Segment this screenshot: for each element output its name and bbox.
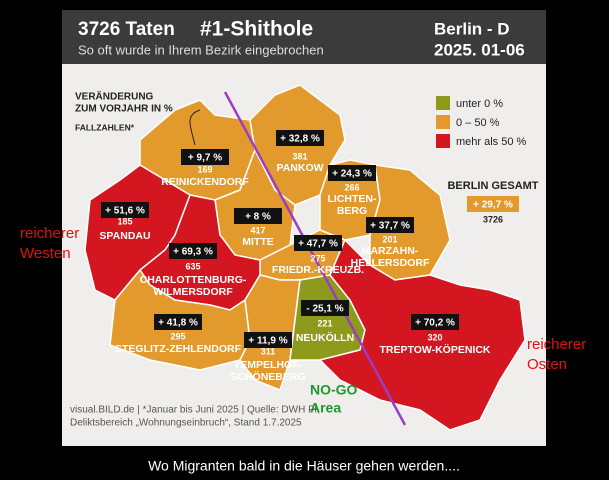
case-count: 275 xyxy=(310,253,325,263)
change-box xyxy=(294,235,342,251)
district-name: LICHTEN- xyxy=(328,193,377,205)
legend-swatch xyxy=(436,96,450,110)
case-count: 635 xyxy=(185,261,200,271)
case-count: 185 xyxy=(117,216,132,226)
source: Deliktsbereich „Wohnungseinbruch“, Stand… xyxy=(70,418,302,429)
case-count: 201 xyxy=(382,234,397,244)
district-name: TREPTOW-KÖPENICK xyxy=(379,343,490,356)
total-label: BERLIN GESAMT xyxy=(447,180,538,192)
district-name: HELLERSDORF xyxy=(351,257,430,269)
change-box xyxy=(154,314,202,330)
change-label: + 11,9 % xyxy=(248,336,287,347)
change-box xyxy=(366,217,414,233)
labels: + 9,7 %169 REINICKENDORF + 32,8 % 381PANKOW… xyxy=(20,90,586,416)
header-subtitle: So oft wurde in Ihrem Bezirk eingebroche… xyxy=(78,42,324,57)
change-box xyxy=(234,208,282,224)
header-period: 2025. 01-06 xyxy=(434,40,525,59)
change-box xyxy=(276,130,324,146)
case-count: 169 xyxy=(197,164,212,174)
header-count: 3726 Taten xyxy=(78,19,175,40)
total-change: + 29,7 % xyxy=(473,200,513,211)
district-area xyxy=(318,238,526,431)
total-count: 3726 xyxy=(483,214,503,224)
side-note: Westen xyxy=(20,245,71,262)
annotation: FALLZAHLEN* xyxy=(75,122,135,132)
legend-swatch xyxy=(436,115,450,129)
case-count: 221 xyxy=(317,318,332,328)
district-name: REINICKENDORF xyxy=(161,176,249,188)
header-place: Berlin - D xyxy=(434,19,510,38)
case-count: 417 xyxy=(250,225,265,235)
district-name: WILMERSDORF xyxy=(153,286,233,298)
district-name: CHARLOTTENBURG- xyxy=(140,274,247,286)
district-name: NEUKÖLLN xyxy=(296,331,354,344)
change-box xyxy=(244,332,292,348)
district-name: TEMPELHOF- xyxy=(234,359,303,371)
change-label: + 9,7 % xyxy=(188,153,222,164)
district-name: STEGLITZ-ZEHLENDORF xyxy=(115,343,242,355)
legend-label: mehr als 50 % xyxy=(456,136,527,148)
case-count: 295 xyxy=(170,331,185,341)
district-name: SPANDAU xyxy=(99,230,150,242)
change-label: + 32,8 % xyxy=(280,134,320,145)
header-bar xyxy=(62,10,546,64)
side-note: reicherer xyxy=(20,225,79,242)
case-count: 266 xyxy=(344,182,359,192)
change-box xyxy=(301,300,349,316)
change-box xyxy=(169,243,217,259)
divider-line xyxy=(223,91,407,426)
side-note: Osten xyxy=(527,356,567,373)
side-note: NO-GO xyxy=(310,382,358,398)
annotation-arrow xyxy=(189,109,201,146)
case-count: 320 xyxy=(427,332,442,342)
change-label: + 47,7 % xyxy=(298,239,338,250)
change-label: + 70,2 % xyxy=(415,318,455,329)
change-label: + 24,3 % xyxy=(332,169,372,180)
district-name: BERG xyxy=(337,205,367,217)
district-name: FRIEDR.-KREUZB. xyxy=(272,264,364,276)
legend-swatch xyxy=(436,134,450,148)
change-box xyxy=(411,314,459,330)
change-label: + 51,6 % xyxy=(105,206,145,217)
side-note: reicherer xyxy=(527,336,586,353)
case-count: 381 xyxy=(292,151,307,161)
change-label: - 25,1 % xyxy=(306,304,343,315)
district-name: MARZAHN- xyxy=(362,245,419,257)
change-box xyxy=(101,202,149,218)
change-box xyxy=(328,165,376,181)
change-label: + 41,8 % xyxy=(158,318,198,329)
change-box xyxy=(181,149,229,165)
district-name: MITTE xyxy=(242,236,274,248)
legend-label: 0 – 50 % xyxy=(456,117,500,129)
side-note: Area xyxy=(310,400,341,416)
header-tag: #1-Shithole xyxy=(200,18,313,41)
legend-label: unter 0 % xyxy=(456,98,503,110)
annotation: VERÄNDERUNG xyxy=(75,90,154,103)
change-label: + 8 % xyxy=(245,212,271,223)
case-count: 311 xyxy=(261,346,276,356)
source: visual.BILD.de | *Januar bis Juni 2025 |… xyxy=(70,405,320,416)
change-label: + 37,7 % xyxy=(370,221,410,232)
annotation: ZUM VORJAHR IN % xyxy=(75,104,173,115)
total-box xyxy=(467,196,519,212)
change-label: + 69,3 % xyxy=(173,247,213,258)
district-name: PANKOW xyxy=(276,162,323,174)
district-name: SCHÖNEBERG xyxy=(230,370,305,383)
caption: Wo Migranten bald in die Häuser gehen we… xyxy=(148,458,460,474)
